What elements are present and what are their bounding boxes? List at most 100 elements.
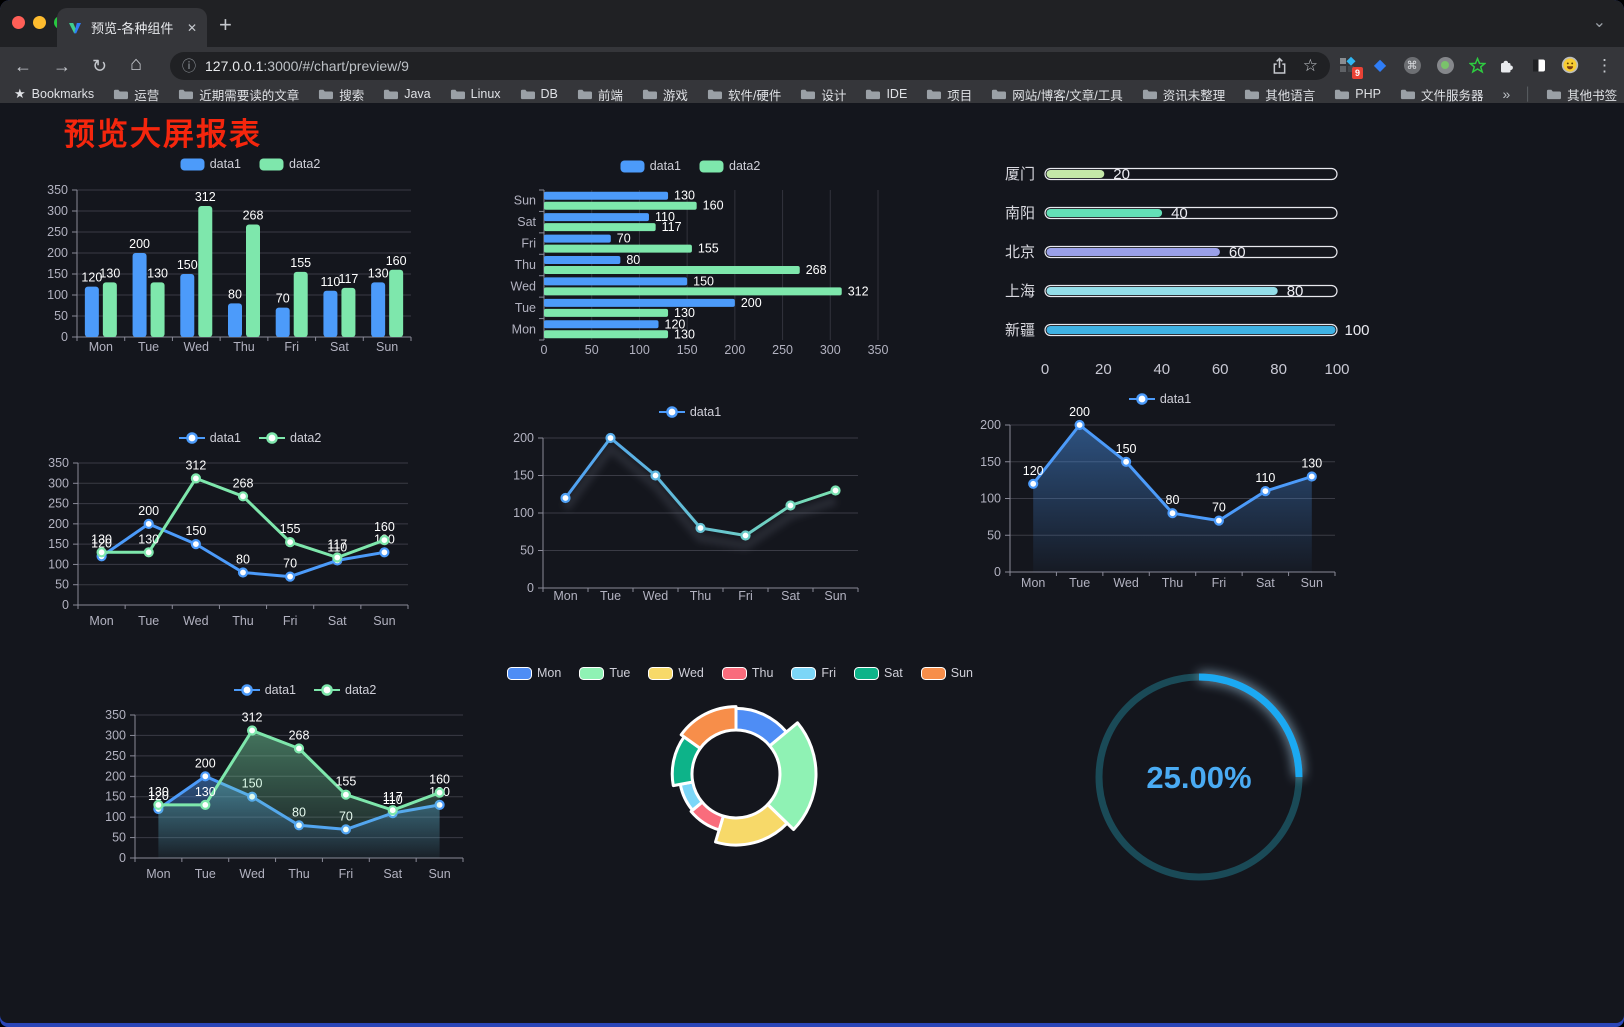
svg-text:Tue: Tue xyxy=(195,867,216,881)
chart-canvas: 厦门 20 南阳 40 北京 60 上海 80 新疆 100 0 20 40 60 80 100 xyxy=(1005,166,1370,378)
bookmark-folder[interactable]: 软件/硬件 xyxy=(707,85,781,104)
svg-text:Tue: Tue xyxy=(138,340,159,354)
legend-item[interactable]: Sat xyxy=(854,666,903,680)
extension-badge: 9 xyxy=(1351,67,1363,79)
legend-item[interactable]: Thu xyxy=(721,666,773,680)
bookmark-folder[interactable]: 前端 xyxy=(577,85,623,104)
legend-item[interactable]: data2 xyxy=(314,683,376,697)
svg-text:130: 130 xyxy=(195,785,216,799)
legend-item[interactable]: data2 xyxy=(259,157,320,171)
browser-tab[interactable]: 预览-各种组件 ✕ xyxy=(57,8,207,47)
bookmark-folder[interactable]: 设计 xyxy=(800,85,846,104)
legend-item[interactable]: data1 xyxy=(180,157,241,171)
svg-text:155: 155 xyxy=(290,256,311,270)
extension-icon-gem[interactable]: ◆ xyxy=(1373,57,1387,74)
svg-text:312: 312 xyxy=(185,458,206,472)
svg-text:Mon: Mon xyxy=(89,614,113,628)
chart-legend: data1 xyxy=(945,392,1375,406)
svg-text:新疆: 新疆 xyxy=(1005,322,1035,339)
forward-icon[interactable]: → xyxy=(53,56,71,76)
extension-icon-green-star[interactable] xyxy=(1467,55,1487,75)
gradient-line-chart[interactable]: data1 0 50 100 150 200 Mon Tue Wed Thu Fri Sat Sun xyxy=(490,400,890,612)
svg-text:150: 150 xyxy=(980,455,1001,469)
address-bar[interactable]: ⓘ 127.0.0.1 :3000/#/chart/preview/9 ☆ xyxy=(170,52,1330,80)
svg-text:0: 0 xyxy=(541,343,548,357)
extension-icon-split-square[interactable] xyxy=(1529,55,1549,75)
bookmarks-overflow-chevron[interactable]: » xyxy=(1502,86,1511,102)
svg-text:南阳: 南阳 xyxy=(1005,205,1035,222)
chart-legend: data1 xyxy=(490,405,890,419)
svg-text:Sun: Sun xyxy=(428,867,450,881)
svg-text:80: 80 xyxy=(1287,283,1304,300)
extension-icon-emoji[interactable] xyxy=(1560,55,1580,75)
extension-icon-command[interactable]: ⌘ xyxy=(1402,55,1422,75)
close-window-button[interactable] xyxy=(12,16,25,29)
bookmark-folder[interactable]: DB xyxy=(520,87,558,101)
bookmarks-root[interactable]: ★ Bookmarks xyxy=(14,86,94,102)
other-bookmarks[interactable]: 其他书签 xyxy=(1546,85,1617,104)
bookmark-folder[interactable]: 近期需要读的文章 xyxy=(178,85,299,104)
extension-icon-tabs-grid[interactable]: 9 xyxy=(1338,55,1363,79)
svg-text:20: 20 xyxy=(1095,361,1112,378)
legend-item[interactable]: Wed xyxy=(648,666,704,680)
two-series-area-chart[interactable]: data1 data2 0 50 100 150 200 250 300 350 Mon Tue Wed… xyxy=(90,665,520,910)
bookmark-folder[interactable]: Java xyxy=(383,87,431,101)
site-info-icon[interactable]: ⓘ xyxy=(182,58,196,74)
bookmark-folder[interactable]: 运营 xyxy=(113,85,159,104)
bookmark-folder[interactable]: PHP xyxy=(1334,87,1381,101)
tab-close-icon[interactable]: ✕ xyxy=(186,20,197,35)
bookmark-folder[interactable]: 网站/博客/文章/工具 xyxy=(991,85,1123,104)
rose-donut-chart[interactable]: Mon Tue Wed Thu Fri Sat Sun xyxy=(506,630,973,910)
bookmarks-divider: │ xyxy=(1524,87,1533,101)
extension-icon-record[interactable] xyxy=(1435,55,1455,75)
reload-icon[interactable]: ↻ xyxy=(92,56,108,76)
svg-text:Fri: Fri xyxy=(738,589,753,603)
back-icon[interactable]: ← xyxy=(14,56,32,76)
svg-text:200: 200 xyxy=(195,756,216,770)
svg-text:Fri: Fri xyxy=(1212,576,1227,590)
svg-text:70: 70 xyxy=(1212,501,1226,515)
grouped-bar-chart[interactable]: data1 data2 0 50 100 150 200 250 300 350 Mon Tue Wed… xyxy=(35,150,465,365)
home-icon[interactable]: ⌂ xyxy=(130,53,143,75)
legend-item[interactable]: data1 xyxy=(1128,392,1191,406)
legend-item[interactable]: data1 xyxy=(233,683,296,697)
chart-legend: data1 data2 xyxy=(35,431,465,445)
bookmark-folder[interactable]: IDE xyxy=(865,87,907,101)
horizontal-bar-chart[interactable]: data1 data2 0 50 100 150 200 250 300 350 Sun Sat Fri… xyxy=(490,150,890,370)
legend-item[interactable]: Mon xyxy=(506,666,561,680)
minimize-window-button[interactable] xyxy=(33,16,46,29)
legend-item[interactable]: data2 xyxy=(699,159,760,173)
menu-icon[interactable]: ⋮ xyxy=(1596,56,1613,75)
legend-item[interactable]: data1 xyxy=(178,431,241,445)
bookmark-folder[interactable]: 其他语言 xyxy=(1244,85,1315,104)
svg-text:350: 350 xyxy=(48,456,69,470)
legend-item[interactable]: data1 xyxy=(658,405,721,419)
bookmark-folder[interactable]: Linux xyxy=(450,87,501,101)
chart-canvas: 0 50 100 150 200 250 300 350 Mon Tue Wed Thu Fri Sat S… xyxy=(105,708,464,881)
legend-item[interactable]: Sun xyxy=(920,666,973,680)
progress-bar-chart[interactable]: 厦门 20 南阳 40 北京 60 上海 80 新疆 100 0 20 40 60 80 100 xyxy=(945,150,1375,390)
bookmark-folder[interactable]: 搜索 xyxy=(318,85,364,104)
svg-text:160: 160 xyxy=(374,520,395,534)
svg-text:0: 0 xyxy=(62,598,69,612)
legend-item[interactable]: Tue xyxy=(579,666,630,680)
two-series-line-chart[interactable]: data1 data2 0 50 100 150 200 250 300 350 Mon Tue Wed… xyxy=(35,425,465,640)
svg-text:120: 120 xyxy=(1023,464,1044,478)
legend-item[interactable]: Fri xyxy=(791,666,836,680)
bookmark-folder[interactable]: 资讯未整理 xyxy=(1142,85,1225,104)
extensions-puzzle-icon[interactable] xyxy=(1496,55,1516,75)
svg-text:100: 100 xyxy=(105,810,126,824)
url-host: 127.0.0.1 xyxy=(205,58,264,74)
legend-item[interactable]: data1 xyxy=(620,159,681,173)
single-area-chart[interactable]: data1 0 50 100 150 200 Mon Tue Wed Thu Fri Sat Sun 12… xyxy=(945,390,1375,602)
legend-item[interactable]: data2 xyxy=(259,431,321,445)
bookmark-folder[interactable]: 游戏 xyxy=(642,85,688,104)
bookmark-folder[interactable]: 项目 xyxy=(926,85,972,104)
bookmark-star-icon[interactable]: ☆ xyxy=(1302,56,1318,75)
svg-text:312: 312 xyxy=(242,711,263,725)
bookmark-folder[interactable]: 文件服务器 xyxy=(1400,85,1483,104)
tab-search-chevron-icon[interactable]: ⌄ xyxy=(1592,14,1606,31)
gauge-chart[interactable]: 25.00% xyxy=(1000,630,1400,920)
share-icon[interactable] xyxy=(1272,57,1287,75)
new-tab-button[interactable]: + xyxy=(219,12,232,37)
